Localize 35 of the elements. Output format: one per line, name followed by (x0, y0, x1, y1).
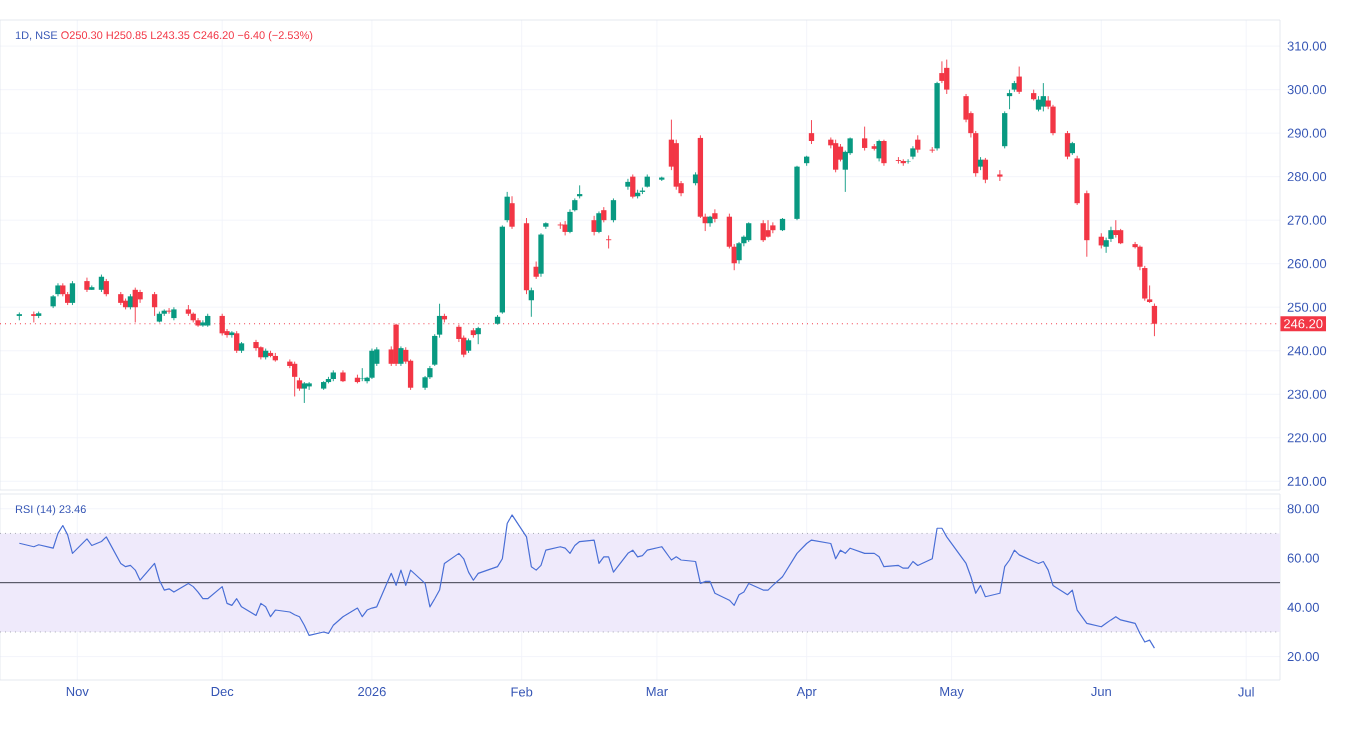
candlestick (876, 139, 882, 162)
candlestick (301, 381, 307, 404)
candlestick (712, 208, 718, 223)
candlestick (605, 234, 612, 249)
candlestick (528, 287, 534, 318)
candlestick (861, 126, 868, 151)
candlestick (509, 195, 515, 230)
candlestick (369, 348, 375, 380)
candlestick (765, 219, 771, 239)
candlestick (538, 232, 544, 278)
candlestick (1074, 155, 1080, 206)
candlestick (1050, 104, 1056, 136)
candlestick (610, 197, 617, 223)
candlestick (1006, 89, 1013, 110)
candlestick (1016, 66, 1022, 95)
candlestick (630, 174, 636, 199)
candlestick (137, 289, 143, 304)
candlestick (625, 178, 631, 191)
candlestick (746, 221, 752, 243)
candlestick (253, 339, 259, 352)
line-series (18, 514, 1156, 649)
candlestick (1084, 190, 1090, 258)
candlestick (944, 59, 950, 95)
candlestick (881, 139, 887, 167)
candlestick (591, 215, 597, 236)
candlestick (808, 119, 815, 145)
candlestick (997, 169, 1003, 182)
candlestick (736, 241, 742, 265)
candlestick (200, 319, 206, 328)
candlestick (929, 146, 935, 154)
candlestick (398, 345, 404, 367)
candlestick (1002, 110, 1008, 149)
candlestick (151, 291, 158, 317)
candlestick (707, 215, 713, 228)
candlestick (596, 211, 602, 234)
